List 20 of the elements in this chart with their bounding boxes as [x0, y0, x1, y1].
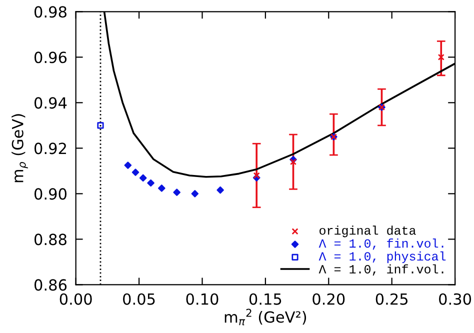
x-tick-label: 0.15	[249, 293, 282, 305]
legend-label: Λ = 1.0, inf.vol.	[318, 264, 444, 276]
y-axis-title: m$_{ρ}$ (GeV)	[12, 114, 28, 182]
legend-label: Λ = 1.0, fin.vol.	[318, 238, 444, 250]
y-tick-label: 0.90	[34, 188, 66, 200]
x-tick-label: 0.10	[186, 293, 218, 305]
x-axis-title: m$_{π}$$^{2}$ (GeV²)	[224, 308, 306, 326]
legend-label: original data	[320, 226, 416, 238]
x-tick-label: 0.30	[439, 293, 472, 305]
y-tick-label: 0.92	[34, 142, 66, 154]
x-tick-label: 0.20	[312, 293, 345, 305]
y-tick-label: 0.94	[34, 97, 67, 109]
y-tick-label: 0.98	[34, 6, 66, 18]
x-tick-label: 0.00	[60, 293, 92, 305]
x-tick-label: 0.05	[123, 293, 155, 305]
x-tick-label: 0.25	[376, 293, 408, 305]
legend-label: Λ = 1.0, physical	[318, 251, 446, 264]
y-tick-label: 0.86	[34, 279, 67, 291]
y-tick-label: 0.96	[34, 52, 67, 64]
y-tick-label: 0.88	[34, 234, 66, 246]
